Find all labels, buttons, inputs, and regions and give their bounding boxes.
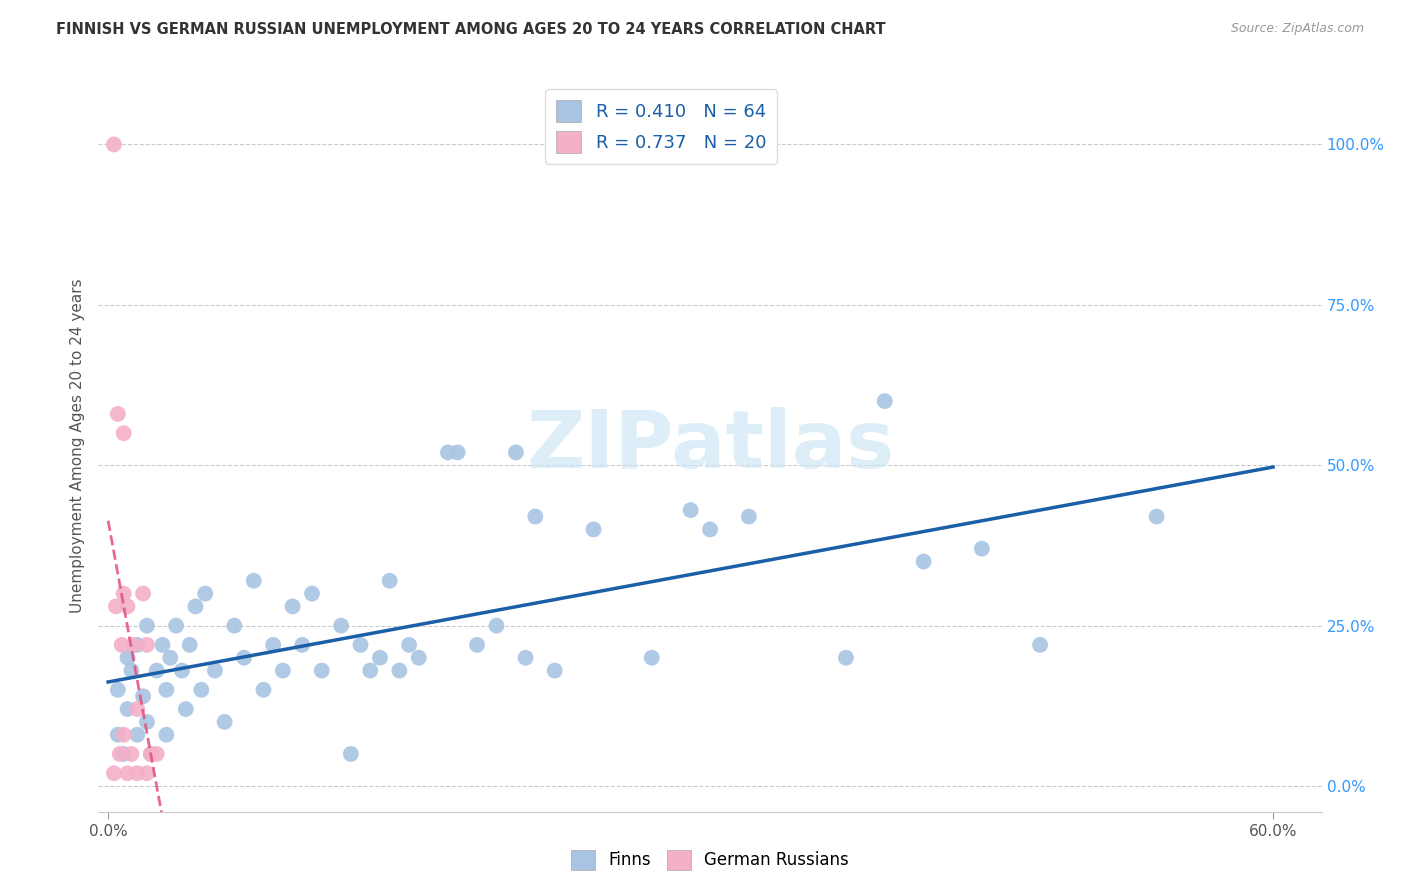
Point <box>108 747 131 761</box>
Text: FINNISH VS GERMAN RUSSIAN UNEMPLOYMENT AMONG AGES 20 TO 24 YEARS CORRELATION CHA: FINNISH VS GERMAN RUSSIAN UNEMPLOYMENT A… <box>56 22 886 37</box>
Point <box>214 714 236 729</box>
Point <box>970 541 993 556</box>
Point <box>165 618 187 632</box>
Text: Source: ZipAtlas.com: Source: ZipAtlas.com <box>1230 22 1364 36</box>
Point <box>107 407 129 421</box>
Point <box>242 574 264 588</box>
Point <box>465 638 488 652</box>
Point <box>120 664 142 678</box>
Point <box>524 509 547 524</box>
Point <box>544 664 567 678</box>
Point <box>437 445 460 459</box>
Point <box>107 682 129 697</box>
Point <box>136 618 159 632</box>
Point <box>408 650 430 665</box>
Point <box>117 702 139 716</box>
Point <box>170 664 193 678</box>
Point <box>738 509 761 524</box>
Point <box>912 554 935 568</box>
Point <box>127 728 149 742</box>
Point <box>224 618 246 632</box>
Point <box>155 682 177 697</box>
Legend: Finns, German Russians: Finns, German Russians <box>565 843 855 877</box>
Point <box>136 766 159 780</box>
Point <box>446 445 468 459</box>
Point <box>340 747 363 761</box>
Point <box>311 664 333 678</box>
Point <box>120 747 142 761</box>
Y-axis label: Unemployment Among Ages 20 to 24 years: Unemployment Among Ages 20 to 24 years <box>69 278 84 614</box>
Point <box>515 650 537 665</box>
Point <box>184 599 207 614</box>
Point <box>179 638 201 652</box>
Point <box>641 650 664 665</box>
Point <box>398 638 420 652</box>
Point <box>117 766 139 780</box>
Point <box>349 638 371 652</box>
Point <box>679 503 702 517</box>
Point <box>145 747 167 761</box>
Point <box>262 638 284 652</box>
Point <box>139 747 162 761</box>
Point <box>155 728 177 742</box>
Point <box>388 664 411 678</box>
Point <box>117 650 139 665</box>
Point <box>368 650 391 665</box>
Point <box>112 426 135 441</box>
Point <box>111 638 134 652</box>
Point <box>174 702 197 716</box>
Point <box>281 599 304 614</box>
Point <box>117 599 139 614</box>
Point <box>145 664 167 678</box>
Point <box>139 747 162 761</box>
Text: ZIPatlas: ZIPatlas <box>526 407 894 485</box>
Point <box>271 664 294 678</box>
Point <box>136 714 159 729</box>
Point <box>152 638 174 652</box>
Point <box>873 394 896 409</box>
Point <box>359 664 381 678</box>
Point <box>699 523 721 537</box>
Point <box>1146 509 1168 524</box>
Point <box>582 523 605 537</box>
Point <box>112 747 135 761</box>
Point <box>127 702 149 716</box>
Point <box>194 586 217 600</box>
Point <box>252 682 274 697</box>
Point <box>112 586 135 600</box>
Point <box>107 728 129 742</box>
Point <box>291 638 314 652</box>
Point <box>204 664 226 678</box>
Point <box>485 618 508 632</box>
Point <box>1029 638 1052 652</box>
Point <box>233 650 256 665</box>
Point <box>127 766 149 780</box>
Point <box>103 766 125 780</box>
Point <box>835 650 858 665</box>
Point <box>103 137 125 152</box>
Point <box>136 638 159 652</box>
Point <box>132 586 155 600</box>
Point <box>378 574 401 588</box>
Point <box>301 586 323 600</box>
Point <box>112 728 135 742</box>
Point <box>127 638 149 652</box>
Point <box>190 682 212 697</box>
Point <box>122 638 145 652</box>
Point <box>159 650 181 665</box>
Point <box>505 445 527 459</box>
Point <box>104 599 127 614</box>
Point <box>330 618 353 632</box>
Point <box>132 690 155 704</box>
